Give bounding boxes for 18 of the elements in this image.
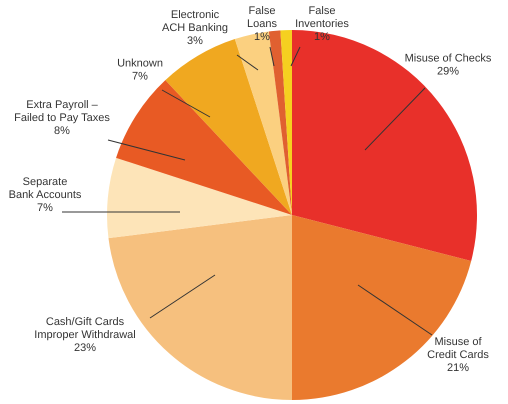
slice-label: Extra Payroll – Failed to Pay Taxes: [14, 99, 110, 124]
data-label: 8%: [54, 125, 70, 138]
slice-label: Misuse of Credit Cards: [427, 336, 490, 362]
data-label: 1%: [314, 31, 330, 44]
data-label: 1%: [254, 31, 270, 44]
data-label: 29%: [436, 66, 460, 78]
data-label: 21%: [446, 362, 470, 374]
slice-label: Electronic ACH Banking: [162, 9, 228, 34]
slice-label: Unknown: [117, 58, 163, 70]
data-label: 3%: [187, 35, 204, 48]
slice-label: Cash/Gift Cards Improper Withdrawal: [34, 316, 136, 342]
slice-label: Separate Bank Accounts: [8, 176, 82, 202]
slice-label: False Inventories: [295, 5, 350, 30]
data-label: 7%: [132, 70, 148, 83]
data-label: 7%: [37, 202, 54, 214]
slice-label: False Loans: [247, 5, 278, 30]
data-label: 23%: [74, 342, 96, 354]
slice-label: Misuse of Checks: [404, 52, 492, 65]
